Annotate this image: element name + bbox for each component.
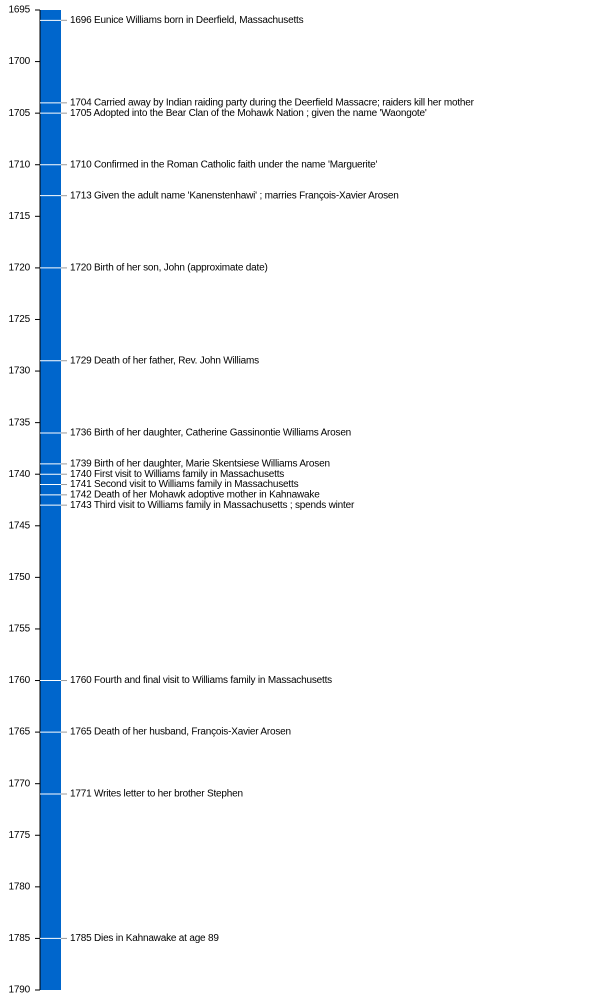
y-tick-label: 1700 (9, 56, 31, 67)
event-label: 1713 Given the adult name 'Kanenstenhawi… (70, 190, 399, 201)
y-tick-label: 1785 (9, 933, 31, 944)
y-tick-label: 1780 (9, 881, 31, 892)
event-label: 1720 Birth of her son, John (approximate… (70, 263, 268, 274)
y-tick-label: 1735 (9, 417, 31, 428)
event-label: 1696 Eunice Williams born in Deerfield, … (70, 15, 304, 26)
y-tick-label: 1770 (9, 778, 31, 789)
event-label: 1739 Birth of her daughter, Marie Skents… (70, 459, 330, 470)
y-tick-label: 1725 (9, 314, 31, 325)
event-label: 1705 Adopted into the Bear Clan of the M… (70, 108, 427, 119)
event-label: 1785 Dies in Kahnawake at age 89 (70, 933, 219, 944)
y-tick-label: 1730 (9, 366, 31, 377)
event-label: 1710 Confirmed in the Roman Catholic fai… (70, 159, 378, 170)
y-tick-label: 1715 (9, 211, 31, 222)
y-tick-label: 1705 (9, 108, 31, 119)
event-label: 1742 Death of her Mohawk adoptive mother… (70, 489, 320, 500)
y-tick-label: 1710 (9, 159, 31, 170)
event-label: 1729 Death of her father, Rev. John Will… (70, 355, 259, 366)
y-tick-label: 1775 (9, 830, 31, 841)
event-label: 1736 Birth of her daughter, Catherine Ga… (70, 428, 351, 439)
y-tick-label: 1755 (9, 624, 31, 635)
event-label: 1760 Fourth and final visit to Williams … (70, 675, 332, 686)
event-label: 1743 Third visit to Williams family in M… (70, 500, 355, 511)
y-tick-label: 1745 (9, 520, 31, 531)
event-label: 1765 Death of her husband, François-Xavi… (70, 727, 291, 738)
y-tick-label: 1765 (9, 727, 31, 738)
y-tick-label: 1720 (9, 263, 31, 274)
y-tick-label: 1790 (9, 985, 31, 996)
event-label: 1771 Writes letter to her brother Stephe… (70, 789, 243, 800)
timeline-bar (40, 10, 61, 990)
event-label: 1740 First visit to Williams family in M… (70, 469, 284, 480)
event-label: 1704 Carried away by Indian raiding part… (70, 97, 475, 108)
y-tick-label: 1740 (9, 469, 31, 480)
event-label: 1741 Second visit to Williams family in … (70, 479, 299, 490)
y-tick-label: 1750 (9, 572, 31, 583)
y-tick-label: 1695 (9, 5, 31, 16)
y-tick-label: 1760 (9, 675, 31, 686)
